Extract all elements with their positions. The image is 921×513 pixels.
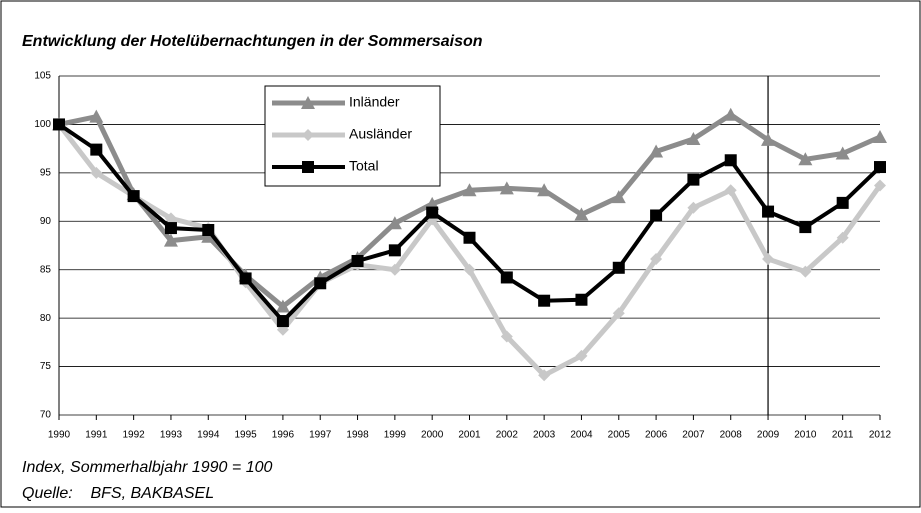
marker — [163, 233, 178, 247]
x-tick-label: 2003 — [533, 430, 556, 441]
marker — [89, 109, 104, 123]
marker — [164, 212, 177, 225]
marker — [127, 190, 140, 203]
marker — [575, 349, 588, 362]
marker — [302, 129, 314, 141]
note: Quelle: BFS, BAKBASEL — [22, 485, 214, 502]
y-tick-label: 80 — [40, 313, 52, 324]
marker — [611, 190, 626, 204]
x-tick-label: 1996 — [272, 430, 295, 441]
marker — [687, 201, 700, 214]
y-tick-label: 90 — [40, 216, 52, 227]
x-tick-label: 1998 — [346, 430, 369, 441]
marker — [724, 154, 737, 167]
x-tick-label: 1992 — [123, 430, 146, 441]
marker — [201, 229, 216, 243]
note: Index, Sommerhalbjahr 1990 = 100 — [22, 459, 272, 476]
x-tick-label: 2010 — [794, 430, 817, 441]
marker — [612, 307, 625, 320]
marker — [90, 143, 103, 156]
marker — [276, 315, 289, 328]
marker — [463, 231, 476, 244]
marker — [538, 369, 551, 382]
y-tick-label: 100 — [34, 119, 51, 130]
marker — [650, 209, 663, 222]
marker — [239, 272, 252, 285]
marker — [836, 196, 849, 209]
x-tick-label: 1997 — [309, 430, 332, 441]
x-tick-label: 2000 — [421, 430, 444, 441]
marker — [202, 224, 215, 237]
marker — [302, 161, 314, 173]
marker — [762, 253, 775, 266]
marker — [874, 179, 886, 192]
x-tick-label: 2009 — [757, 430, 780, 441]
x-tick-label: 1994 — [197, 430, 220, 441]
marker — [799, 265, 812, 278]
marker — [835, 146, 850, 160]
y-tick-label: 95 — [40, 167, 52, 178]
marker — [388, 244, 401, 257]
marker — [612, 261, 625, 274]
y-tick-label: 70 — [40, 410, 52, 421]
x-tick-label: 2004 — [570, 430, 593, 441]
x-tick-label: 2002 — [496, 430, 519, 441]
marker — [90, 166, 103, 179]
legend-label: Inländer — [349, 94, 400, 110]
marker — [761, 132, 776, 146]
marker — [537, 183, 552, 197]
marker — [687, 173, 700, 186]
marker — [575, 293, 588, 306]
marker — [499, 181, 514, 195]
marker — [724, 184, 737, 197]
marker — [462, 183, 477, 197]
marker — [874, 161, 886, 174]
marker — [463, 263, 476, 276]
y-tick-label: 75 — [40, 361, 52, 372]
x-tick-label: 1990 — [48, 430, 71, 441]
marker — [798, 152, 813, 166]
legend-label: Ausländer — [349, 126, 412, 142]
legend: Inländer Ausländer Total — [264, 85, 441, 187]
y-tick-label: 105 — [34, 71, 51, 82]
marker — [301, 96, 315, 109]
marker — [836, 231, 849, 244]
marker — [873, 130, 887, 144]
marker — [314, 277, 327, 290]
x-tick-label: 2008 — [720, 430, 743, 441]
marker — [500, 330, 513, 343]
marker — [686, 131, 701, 145]
marker — [500, 271, 513, 284]
marker — [387, 216, 402, 230]
legend-label: Total — [349, 158, 379, 174]
x-tick-label: 1991 — [85, 430, 108, 441]
x-tick-label: 2011 — [832, 430, 854, 441]
marker — [649, 144, 664, 158]
x-tick-label: 2012 — [869, 430, 892, 441]
marker — [538, 294, 551, 307]
marker — [388, 263, 401, 276]
x-tick-label: 2005 — [608, 430, 631, 441]
marker — [275, 299, 290, 313]
x-tick-label: 2001 — [458, 430, 481, 441]
x-tick-label: 1999 — [384, 430, 407, 441]
marker — [723, 107, 738, 121]
x-tick-label: 1993 — [160, 430, 183, 441]
y-tick-label: 85 — [40, 264, 52, 275]
marker — [164, 222, 177, 235]
x-tick-label: 2007 — [682, 430, 705, 441]
marker — [574, 207, 589, 221]
marker — [762, 205, 775, 218]
marker — [53, 118, 65, 131]
marker — [650, 253, 663, 266]
x-tick-label: 1995 — [234, 430, 257, 441]
marker — [426, 206, 439, 219]
marker — [351, 254, 364, 267]
marker — [799, 221, 812, 234]
x-tick-label: 2006 — [645, 430, 668, 441]
chart-title: Entwicklung der Hotelübernachtungen in d… — [22, 33, 483, 50]
